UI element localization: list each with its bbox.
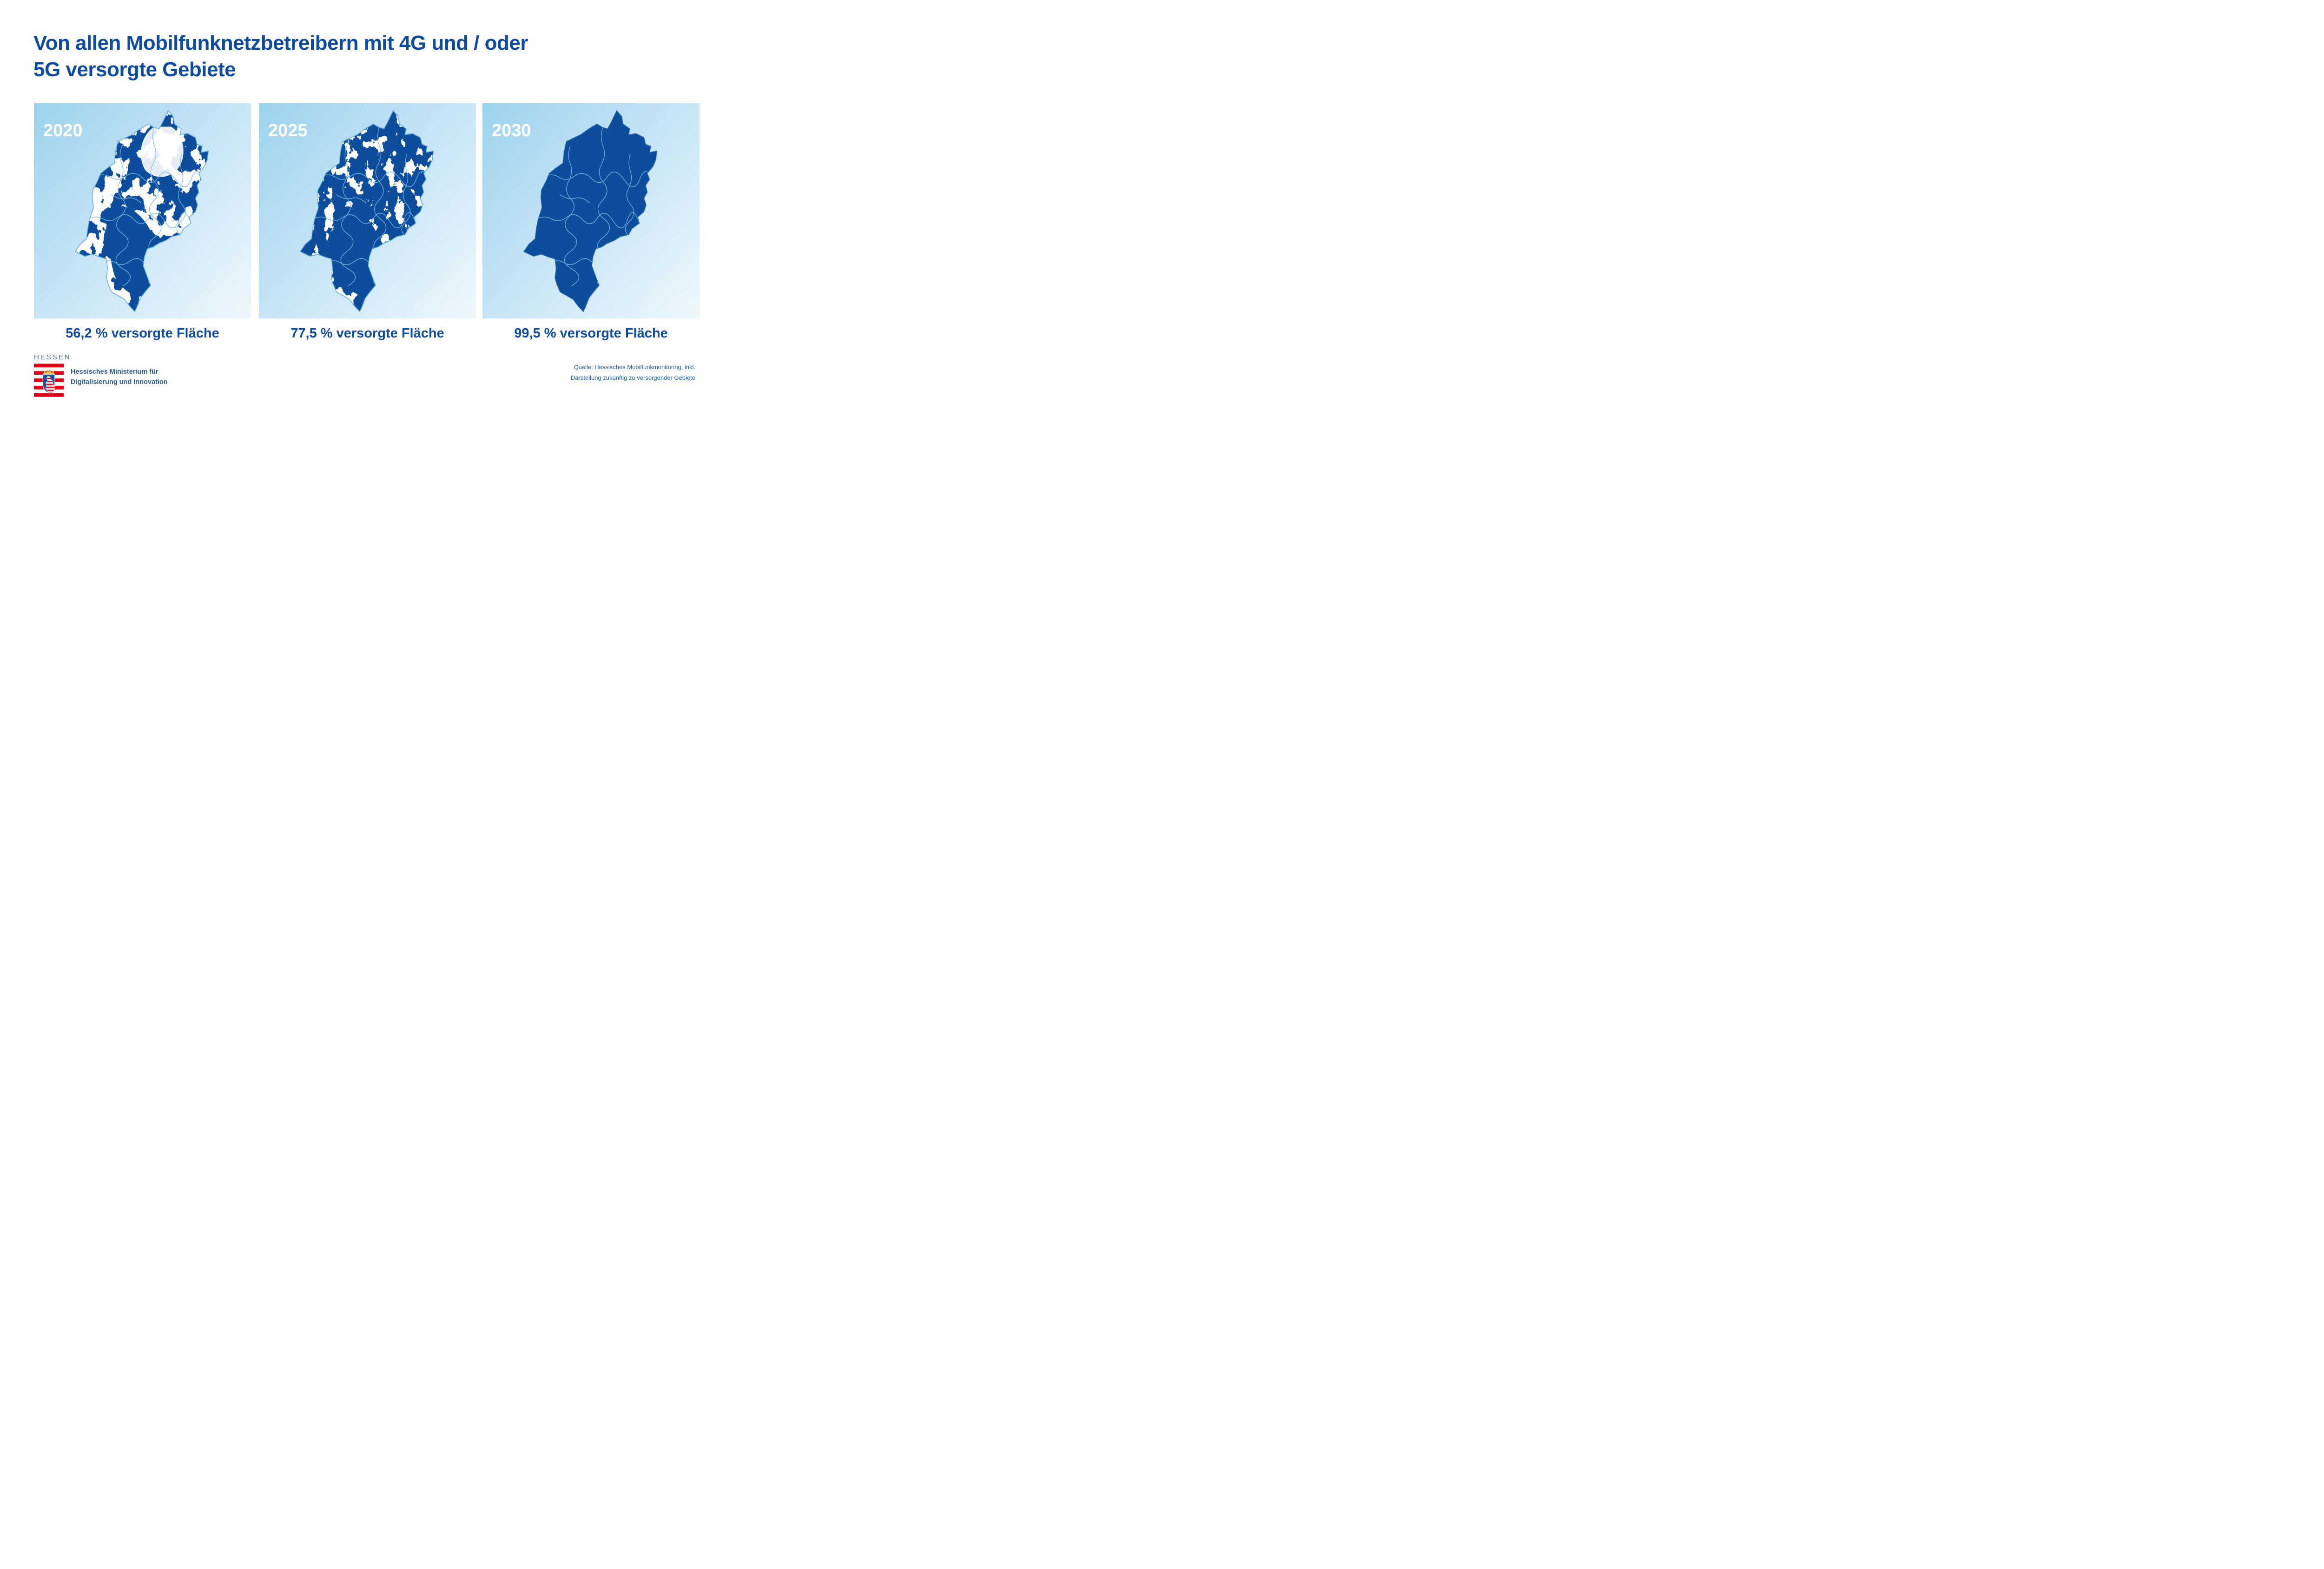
ministry-name-line1: Hessisches Ministerium für xyxy=(71,368,158,376)
source-line1: Quelle: Hessisches Mobilfunkmonitoring, … xyxy=(574,364,695,371)
ministry-name: Hessisches Ministerium für Digitalisieru… xyxy=(71,364,168,388)
map-panel-2025: 2025 xyxy=(259,103,476,318)
panel-column-2020: 2020 56,2 % versorgte Fläche xyxy=(34,103,251,341)
coverage-layer-2025 xyxy=(300,110,433,312)
panel-column-2030: 2030 99,5 % versorgte Fläche xyxy=(482,103,700,341)
ministry-name-line2: Digitalisierung und Innovation xyxy=(71,378,168,386)
coverage-caption-2020: 56,2 % versorgte Fläche xyxy=(66,326,219,341)
hessen-map-2020 xyxy=(74,110,209,312)
coverage-caption-2030: 99,5 % versorgte Fläche xyxy=(514,326,668,341)
infographic-canvas: Von allen Mobilfunknetzbetreibern mit 4G… xyxy=(0,0,729,410)
hessen-wordmark: HESSEN xyxy=(34,353,71,361)
hessen-base-2030 xyxy=(523,110,657,312)
panel-column-2025: 2025 77,5 % versorgte Fläche xyxy=(259,103,476,341)
page-title-line2: 5G versorgte Gebiete xyxy=(33,58,236,81)
coverage-caption-2025: 77,5 % versorgte Fläche xyxy=(290,326,444,341)
source-line2: Darstellung zukünftig zu versorgender Ge… xyxy=(570,374,695,382)
hessen-map-2025 xyxy=(299,110,434,312)
hessen-coat-of-arms xyxy=(42,369,55,395)
ministry-logo-block: HESSEN xyxy=(34,353,168,397)
page-title: Von allen Mobilfunknetzbetreibern mit 4G… xyxy=(33,30,703,83)
year-label-2030: 2030 xyxy=(492,121,531,140)
page-title-line1: Von allen Mobilfunknetzbetreibern mit 4G… xyxy=(33,32,528,54)
coverage-layer-2020 xyxy=(75,110,208,312)
map-panel-2030: 2030 xyxy=(482,103,700,318)
year-label-2020: 2020 xyxy=(43,121,83,140)
year-label-2025: 2025 xyxy=(268,121,308,140)
crown-icon xyxy=(43,369,55,375)
map-panel-2020: 2020 xyxy=(34,103,251,318)
lion-icon xyxy=(46,376,55,395)
logo-row: Hessisches Ministerium für Digitalisieru… xyxy=(34,364,168,397)
hessen-flag-logo xyxy=(34,364,64,397)
source-note: Quelle: Hessisches Mobilfunkmonitoring, … xyxy=(571,362,695,384)
hessen-map-2030 xyxy=(523,110,657,312)
